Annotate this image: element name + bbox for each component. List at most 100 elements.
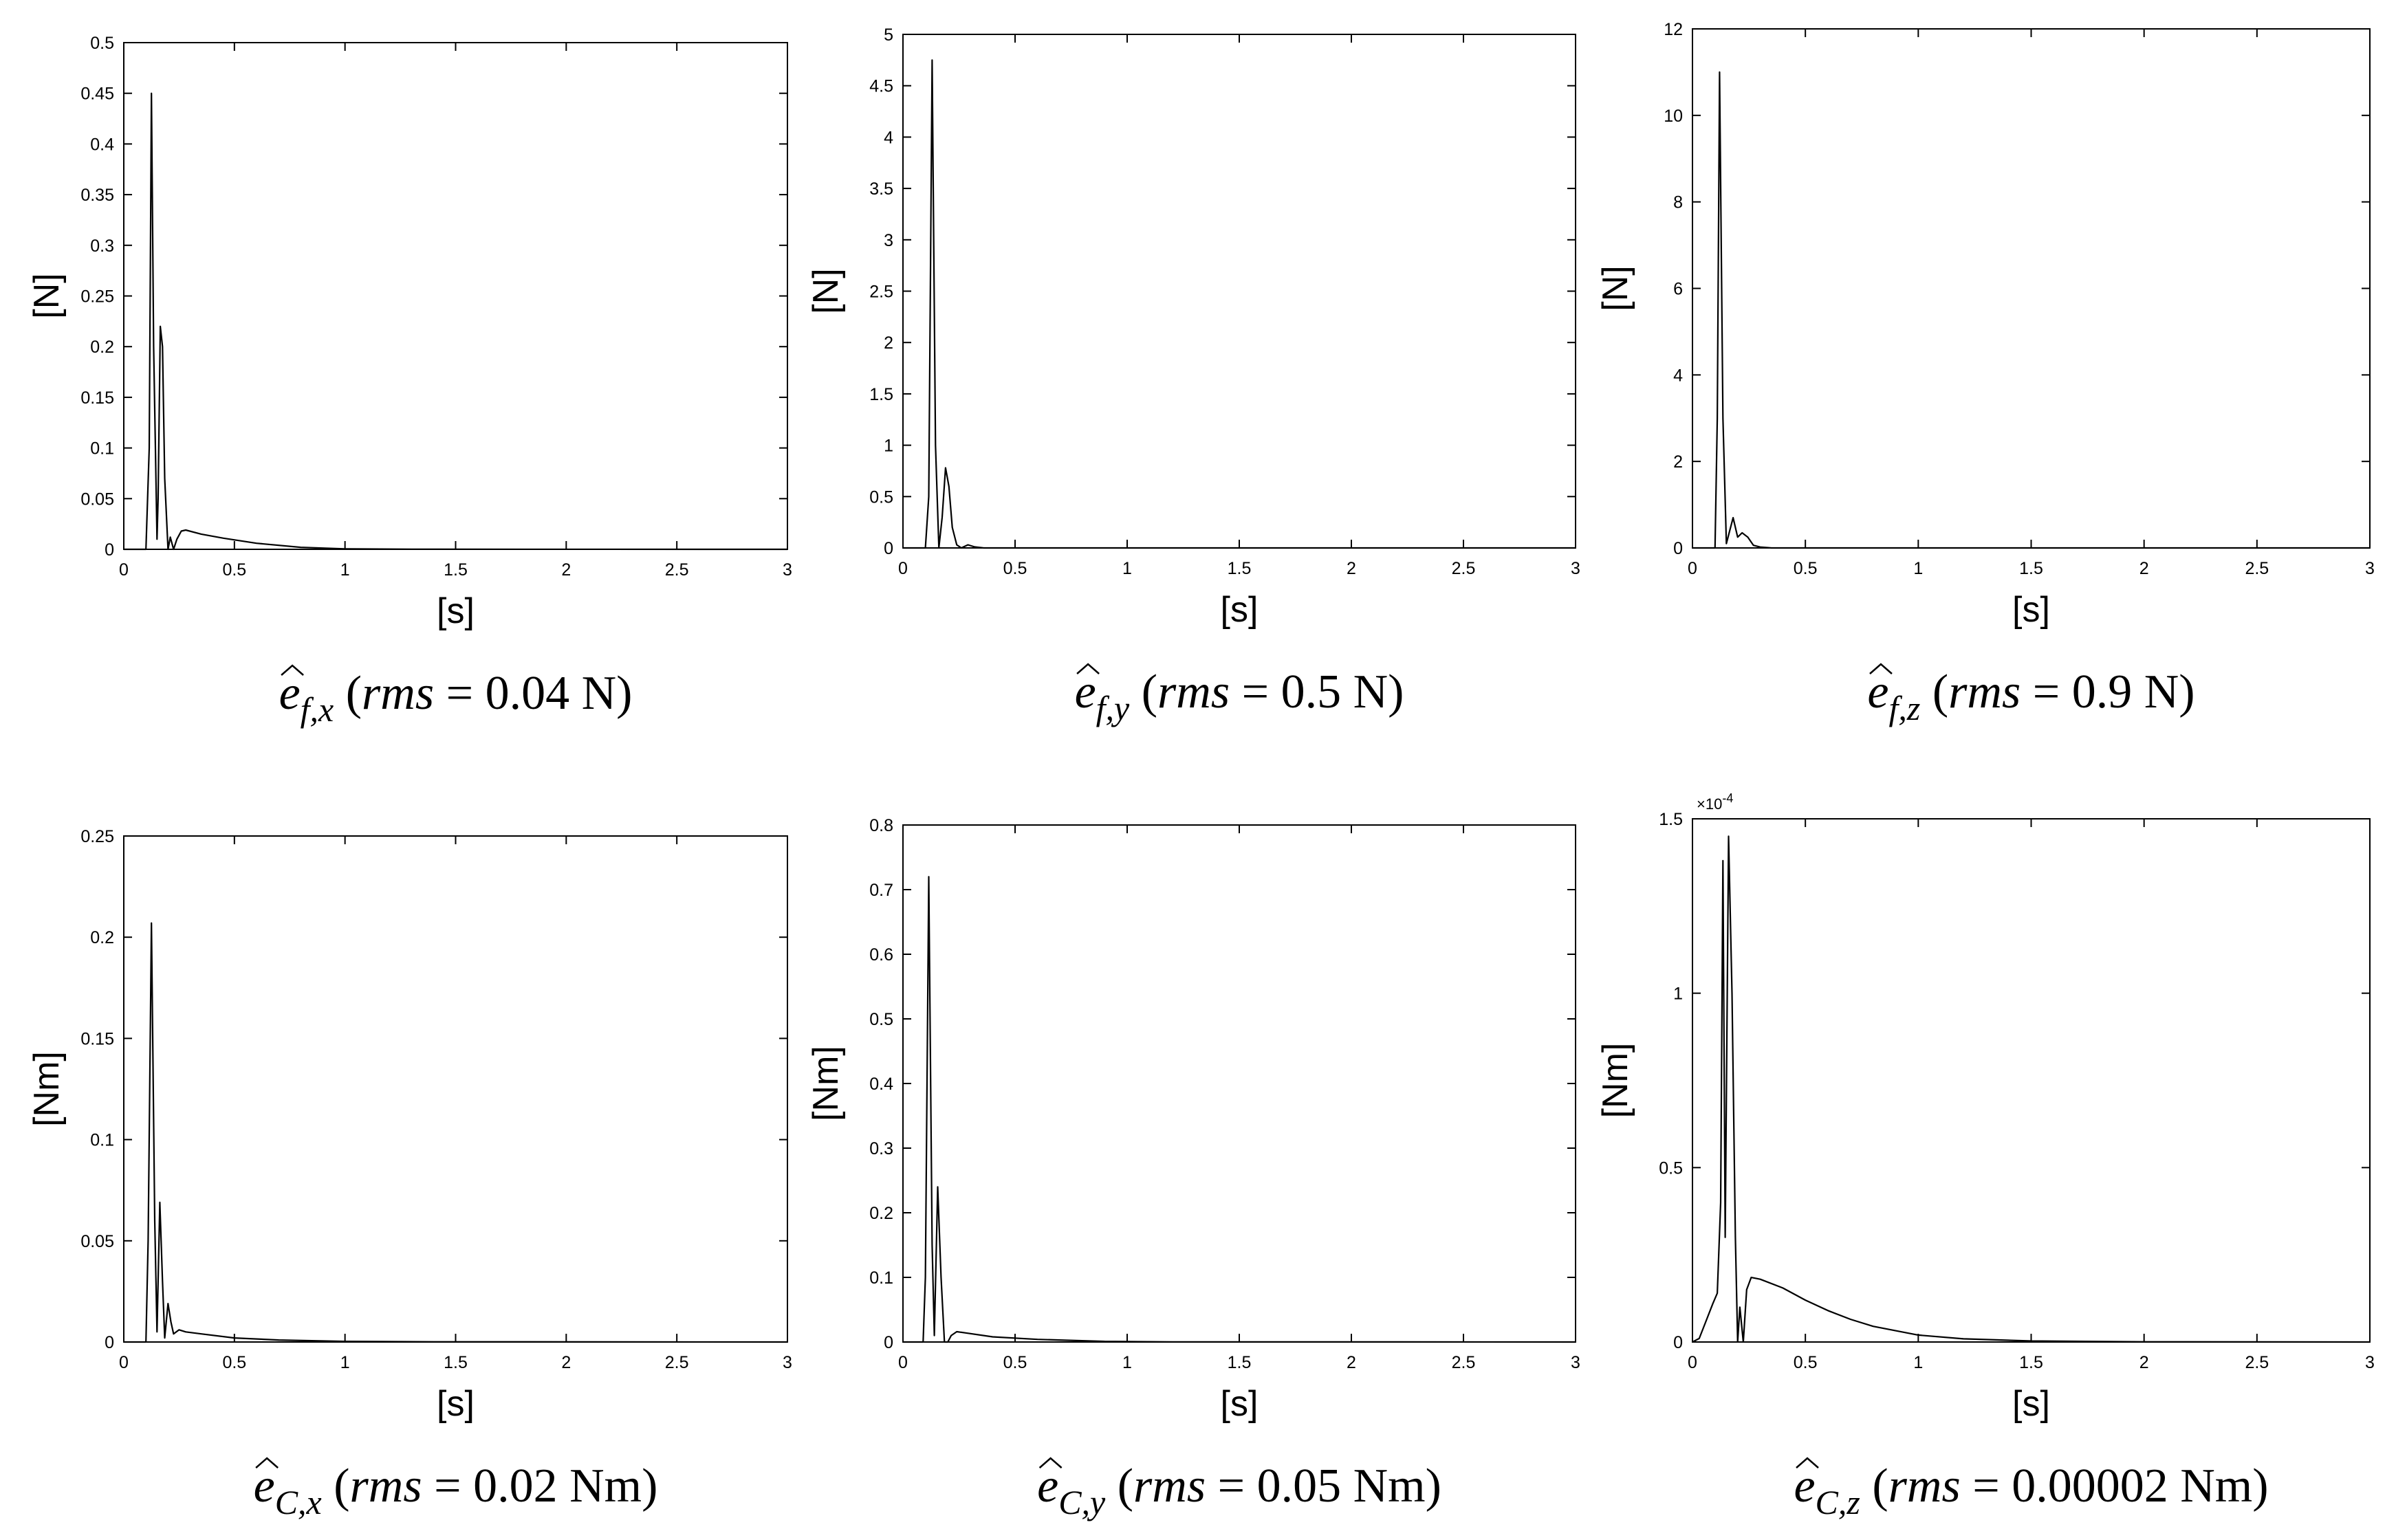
hat-accent	[1076, 663, 1100, 674]
x-axis-label: [s]	[2012, 1384, 2050, 1424]
y-tick-label: 6	[1673, 280, 1683, 299]
x-tick-label: 0	[1688, 559, 1697, 578]
hat-accent	[1796, 1457, 1819, 1468]
x-tick-label: 1	[1913, 1353, 1923, 1372]
chart-panel-2: 0 0.5 1 1.5 2 2.5 3 0 0.5 1 1.5 2 2.5 3 3.5 4 4.5 5 [s] [N]…	[806, 25, 1580, 727]
hat-accent	[1038, 1457, 1063, 1468]
plot-frame	[1692, 28, 2371, 549]
y-tick-label: 1	[884, 437, 893, 456]
y-tick-label: 0.3	[869, 1139, 893, 1158]
y-tick-label: 0	[105, 540, 114, 560]
x-tick-label: 0.5	[1003, 1353, 1027, 1372]
hat-accent	[255, 1457, 279, 1468]
plot-frame	[123, 42, 788, 550]
chart-caption: eC,x (rms = 0.02 Nm)	[254, 1460, 658, 1521]
x-tick-label: 1.5	[1228, 1353, 1252, 1372]
x-tick-label: 2.5	[2245, 559, 2269, 578]
y-tick-label: 0.7	[869, 881, 893, 900]
x-tick-label: 2.5	[1452, 559, 1476, 578]
chart-caption: ef,y (rms = 0.5 N)	[1075, 666, 1404, 727]
chart-panel-6: 0 0.5 1 1.5 2 2.5 3 0 0.5 1 1.5 ×10-4 [s] [Nm] eC,z (r…	[1595, 791, 2375, 1521]
y-tick-label: 3.5	[869, 179, 893, 199]
y-tick-label: 0.5	[1659, 1158, 1683, 1178]
series-line-1	[1692, 71, 2370, 549]
y-tick-label: 0.25	[80, 827, 114, 846]
x-tick-label: 1	[1122, 1353, 1132, 1372]
y-tick-label: 1.5	[1659, 810, 1683, 829]
y-tick-label: 0.45	[80, 85, 114, 104]
x-tick-label: 1.5	[2019, 1353, 2043, 1372]
y-tick-label: 0.3	[90, 236, 114, 256]
x-tick-label: 3	[2365, 1353, 2375, 1372]
y-tick-label: 4.5	[869, 77, 893, 96]
y-tick-label: 4	[884, 128, 893, 147]
y-tick-label: 0.8	[869, 816, 893, 835]
x-axis-label: [s]	[2012, 590, 2050, 630]
x-tick-label: 2	[561, 1353, 571, 1372]
y-tick-label: 0.2	[869, 1204, 893, 1223]
y-tick-label: 0.5	[90, 34, 114, 53]
x-tick-label: 1	[1122, 559, 1132, 578]
y-tick-label: 0.05	[80, 1232, 114, 1251]
y-tick-label: 0.4	[90, 135, 114, 154]
y-axis-label: [N]	[806, 268, 846, 314]
series-line-1	[903, 876, 1576, 1343]
hat-accent	[281, 664, 304, 676]
x-tick-label: 0	[898, 1353, 908, 1372]
y-tick-label: 0	[105, 1333, 114, 1352]
x-tick-label: 2	[561, 560, 571, 580]
y-tick-label: 0.5	[869, 487, 893, 507]
x-tick-label: 2	[2139, 1353, 2149, 1372]
y-tick-label: 1.5	[869, 385, 893, 404]
y-tick-label: 4	[1673, 366, 1683, 385]
chart-panel-4: 0 0.5 1 1.5 2 2.5 3 0 0.05 0.1 0.15 0.2 0.25 [s] [Nm] e…	[27, 827, 792, 1521]
chart-panel-1: 0 0.5 1 1.5 2 2.5 3 0 0.05 0.1 0.15 0.2 0.25 0.3 0.35 0…	[27, 34, 792, 729]
chart-caption: eC,z (rms = 0.00002 Nm)	[1794, 1460, 2268, 1521]
y-tick-label: 2.5	[869, 283, 893, 302]
x-tick-label: 1.5	[444, 560, 468, 580]
y-axis-label: [N]	[27, 273, 67, 318]
y-tick-label: 0.1	[90, 439, 114, 459]
chart-caption: ef,x (rms = 0.04 N)	[279, 667, 633, 729]
x-tick-label: 0	[1688, 1353, 1697, 1372]
y-tick-label: 0.15	[80, 388, 114, 408]
y-tick-label: 0.25	[80, 287, 114, 307]
x-tick-label: 2.5	[1452, 1353, 1476, 1372]
x-tick-label: 3	[1571, 559, 1580, 578]
x-tick-label: 1.5	[1228, 559, 1252, 578]
plot-frame	[1692, 818, 2371, 1343]
x-tick-label: 2.5	[665, 1353, 689, 1372]
chart-panel-5: 0 0.5 1 1.5 2 2.5 3 0 0.1 0.2 0.3 0.4 0.5 0.6 0.7 0.8 [s…	[806, 816, 1580, 1521]
y-axis-label: [N]	[1595, 265, 1635, 311]
x-axis-label: [s]	[437, 1384, 475, 1424]
y-tick-label: 0.5	[869, 1010, 893, 1029]
x-tick-label: 3	[2365, 559, 2375, 578]
y-tick-label: 0.1	[869, 1268, 893, 1288]
x-tick-label: 3	[783, 1353, 792, 1372]
x-tick-label: 0	[898, 559, 908, 578]
x-tick-label: 2	[1347, 559, 1356, 578]
y-exponent-label: ×10-4	[1697, 791, 1733, 813]
x-tick-label: 2	[2139, 559, 2149, 578]
x-tick-label: 3	[1571, 1353, 1580, 1372]
y-tick-label: 0.35	[80, 186, 114, 205]
y-tick-label: 2	[1673, 452, 1683, 472]
x-tick-label: 0.5	[222, 1353, 246, 1372]
plot-frame	[123, 835, 788, 1343]
y-tick-label: 0.05	[80, 490, 114, 509]
chart-caption: eC,y (rms = 0.05 Nm)	[1037, 1460, 1441, 1521]
series-line-1	[124, 922, 788, 1343]
x-axis-label: [s]	[437, 591, 475, 631]
y-tick-label: 0.2	[90, 928, 114, 947]
x-tick-label: 1.5	[2019, 559, 2043, 578]
x-axis-label: [s]	[1221, 1384, 1259, 1424]
x-tick-label: 3	[783, 560, 792, 580]
y-tick-label: 10	[1664, 107, 1683, 126]
x-tick-label: 2.5	[2245, 1353, 2269, 1372]
x-tick-label: 0.5	[1003, 559, 1027, 578]
x-tick-label: 1	[340, 1353, 350, 1372]
hat-accent	[1869, 663, 1893, 674]
y-tick-label: 0.4	[869, 1075, 893, 1094]
x-tick-label: 0.5	[1794, 1353, 1818, 1372]
